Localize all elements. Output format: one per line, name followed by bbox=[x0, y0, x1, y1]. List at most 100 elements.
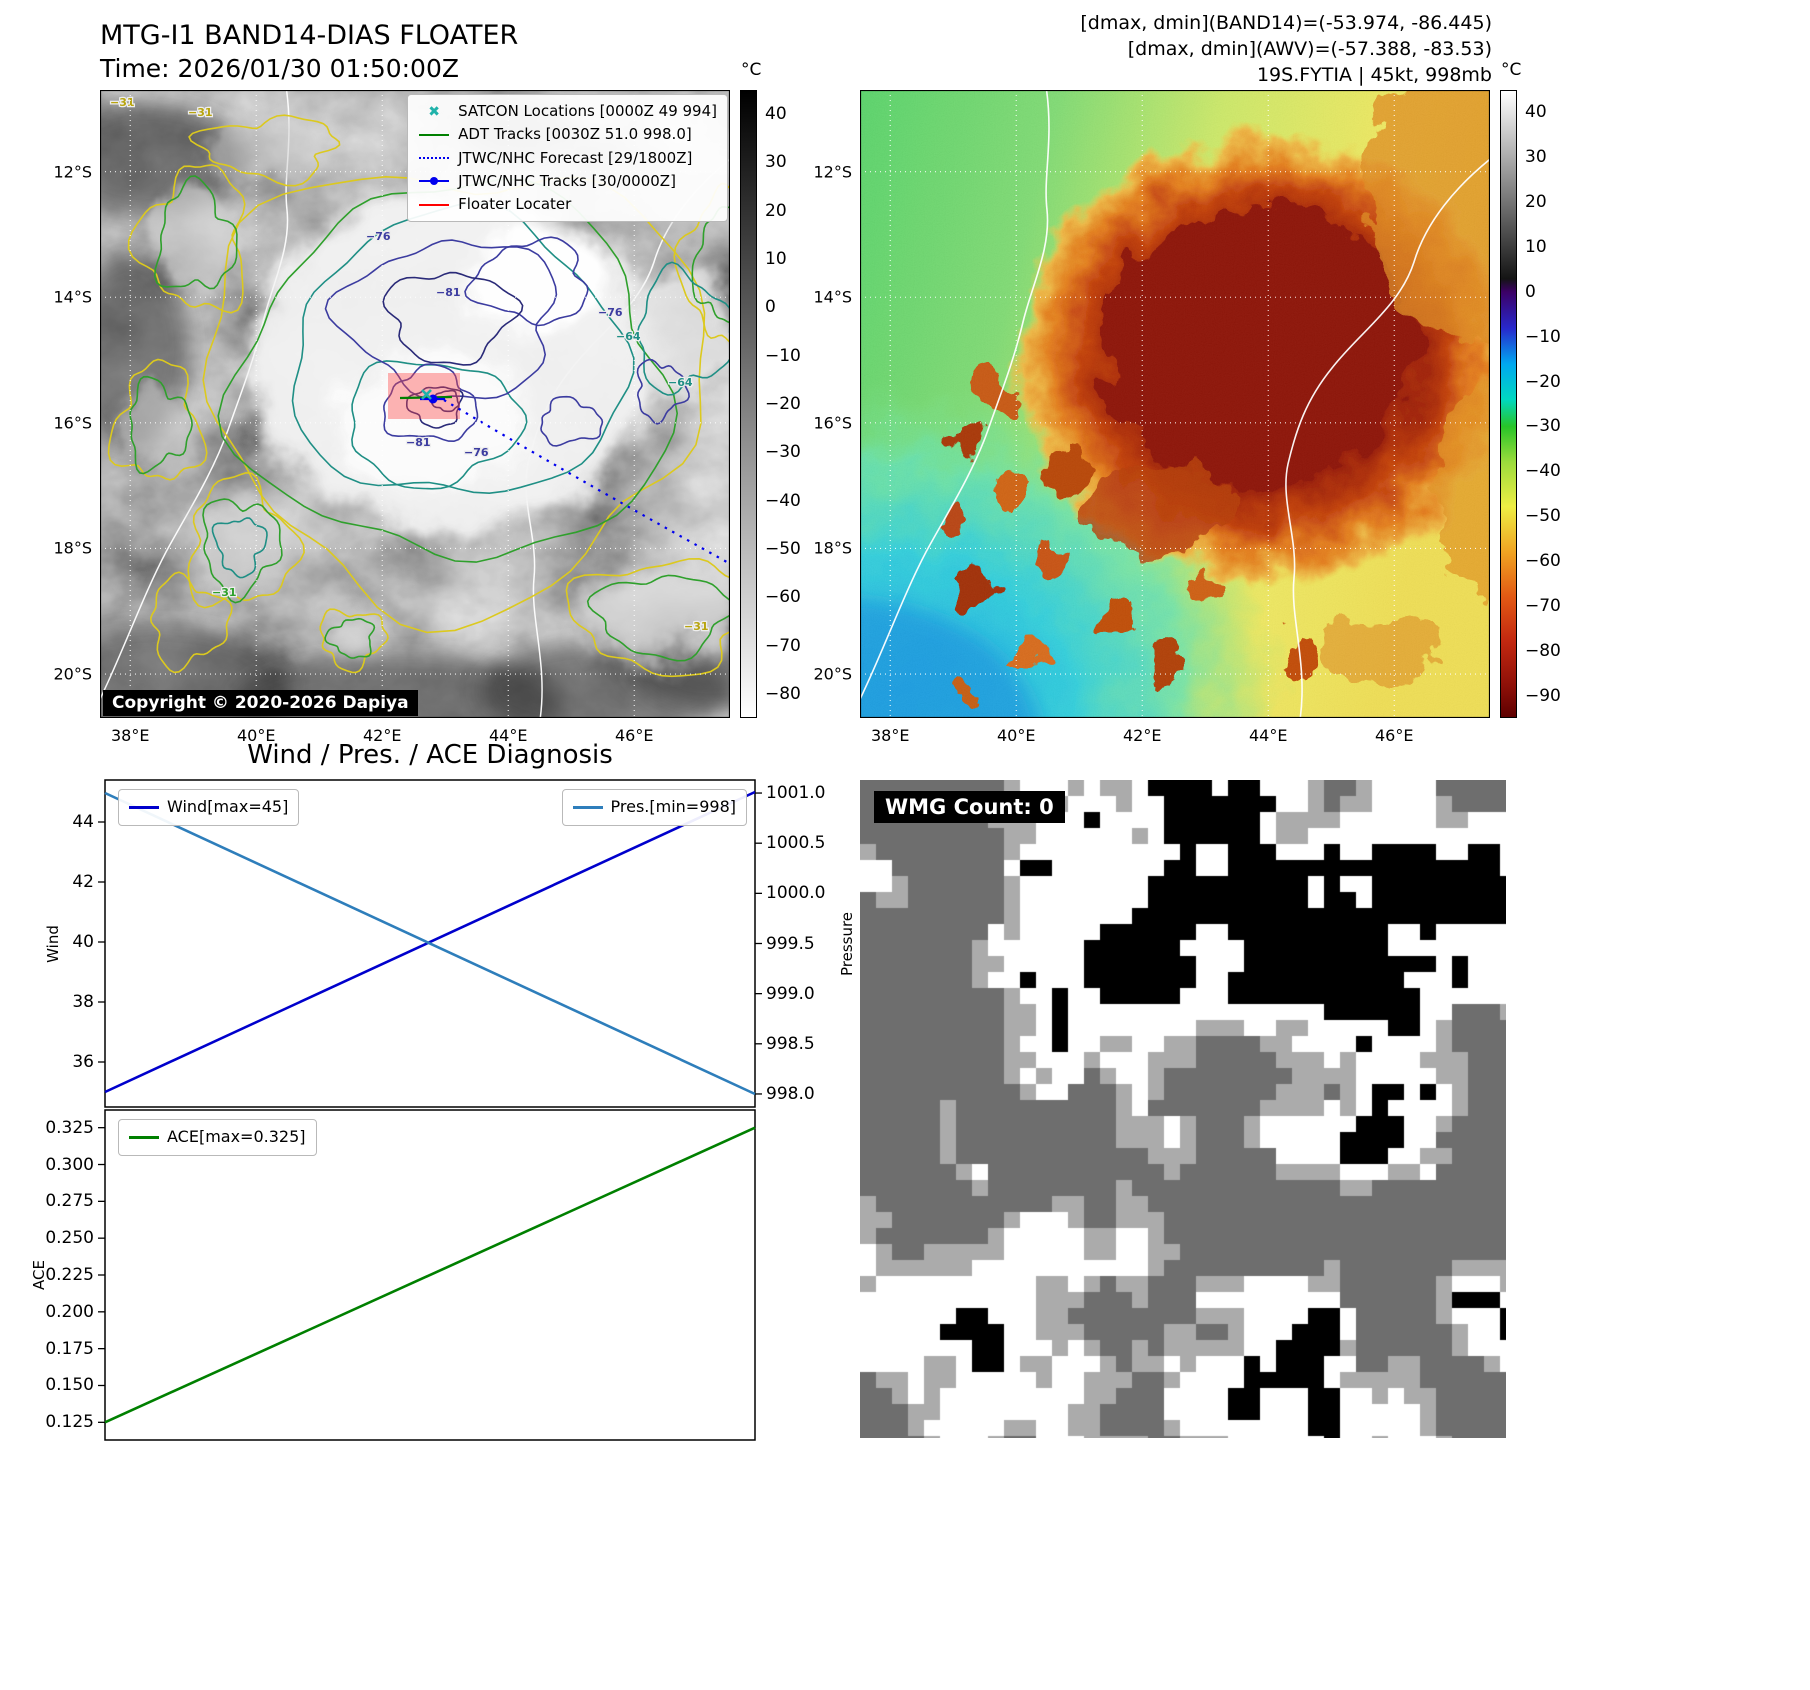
awv-lat-label: 12°S bbox=[813, 162, 852, 182]
pressure-line-swatch bbox=[572, 805, 603, 809]
ace-legend-label: ACE[max=0.325] bbox=[167, 1127, 306, 1146]
legend-dot bbox=[430, 177, 439, 186]
contour-label: −64 bbox=[616, 330, 641, 343]
bt-contour bbox=[673, 182, 730, 344]
awv-lat-label: 16°S bbox=[813, 413, 852, 433]
awv-gridlines bbox=[860, 90, 1490, 718]
wind-legend: Wind[max=45] bbox=[118, 789, 300, 826]
awv-header: [dmax, dmin](BAND14)=(-53.974, -86.445) … bbox=[1080, 10, 1492, 89]
band14-colorbar-tick: −70 bbox=[765, 635, 801, 656]
awv-frame bbox=[860, 90, 1490, 718]
bt-contour bbox=[153, 175, 238, 290]
band14-time: Time: 2026/01/30 01:50:00Z bbox=[100, 54, 459, 83]
contour-label: −31 bbox=[212, 586, 237, 599]
bt-contour bbox=[540, 395, 604, 447]
awv-lon-label: 42°E bbox=[1123, 726, 1162, 745]
bt-contour bbox=[129, 375, 193, 475]
bt-contour bbox=[211, 517, 268, 579]
line-icon bbox=[418, 128, 450, 142]
line-icon bbox=[418, 198, 450, 212]
pressure-legend-row: Pres.[min=998] bbox=[572, 795, 736, 820]
band14-map-legend: ✖ SATCON Locations [0000Z 49 994] ADT Trac… bbox=[407, 94, 728, 223]
awv-colorbar-tick: −40 bbox=[1525, 461, 1561, 482]
bt-contour bbox=[636, 261, 730, 396]
bt-contour bbox=[319, 608, 389, 674]
awv-colorbar-tick: 40 bbox=[1525, 102, 1547, 123]
band14-colorbar-tick: −80 bbox=[765, 683, 801, 704]
band14-lat-label: 16°S bbox=[53, 413, 92, 433]
band14-colorbar-tick: −60 bbox=[765, 587, 801, 608]
bt-contour bbox=[291, 201, 635, 495]
windpres-series-line bbox=[104, 790, 756, 1094]
contour-label: −76 bbox=[366, 230, 391, 243]
band14-lon-label: 44°E bbox=[489, 726, 528, 745]
contour-label: −31 bbox=[110, 96, 135, 109]
awv-colorbar-tick: −30 bbox=[1525, 416, 1561, 437]
dotted-line-icon bbox=[418, 151, 450, 165]
windpres-ytick-right: 1000.0 bbox=[766, 883, 826, 904]
windpres-ytick-right: 998.0 bbox=[766, 1083, 815, 1104]
bt-contour bbox=[406, 386, 464, 429]
bt-contour bbox=[565, 557, 730, 678]
band14-colorbar-tick: 30 bbox=[765, 152, 787, 173]
diagnosis-title: Wind / Pres. / ACE Diagnosis bbox=[247, 740, 613, 770]
legend-line bbox=[419, 203, 450, 206]
ace-series-line bbox=[104, 1126, 756, 1424]
ace-ytick-left: 0.200 bbox=[45, 1301, 94, 1322]
ace-legend: ACE[max=0.325] bbox=[118, 1119, 317, 1156]
cloud-blob bbox=[124, 379, 192, 471]
band14-title: MTG-I1 BAND14-DIAS FLOATER bbox=[100, 20, 519, 51]
awv-satellite-image bbox=[860, 90, 1490, 718]
map-legend-item: JTWC/NHC Forecast [29/1800Z] bbox=[418, 147, 717, 170]
awv-colorbar-tick: −90 bbox=[1525, 685, 1561, 706]
map-legend-label: SATCON Locations [0000Z 49 994] bbox=[458, 102, 717, 120]
bt-contour bbox=[351, 360, 528, 490]
bt-contour bbox=[464, 236, 589, 327]
ace-ytick-left: 0.125 bbox=[45, 1412, 94, 1433]
windpres-ytick-left: 40 bbox=[72, 932, 94, 952]
awv-colorbar bbox=[1500, 90, 1517, 718]
map-legend-item: ✖ SATCON Locations [0000Z 49 994] bbox=[418, 100, 717, 123]
contour-label: −64 bbox=[668, 376, 693, 389]
band14-lat-label: 12°S bbox=[53, 162, 92, 182]
bt-contour bbox=[202, 498, 283, 604]
bt-contour bbox=[636, 358, 690, 425]
awv-colorbar-tick: −20 bbox=[1525, 371, 1561, 392]
copyright-label: Copyright © 2020-2026 Dapiya bbox=[103, 690, 418, 716]
wind-line-swatch bbox=[129, 805, 159, 809]
cloud-blob bbox=[206, 120, 334, 180]
windpres-ytick-left: 44 bbox=[72, 812, 94, 832]
contour-label: −76 bbox=[598, 306, 623, 319]
wmg-count-label: WMG Count: 0 bbox=[874, 791, 1065, 823]
wmg-image bbox=[860, 780, 1506, 1438]
coastline bbox=[100, 90, 290, 702]
ace-ytick-left: 0.225 bbox=[45, 1265, 94, 1285]
coastline bbox=[860, 90, 1050, 702]
cloud-blob bbox=[460, 228, 604, 332]
windpres-ytick-right: 1000.5 bbox=[766, 833, 826, 854]
band14-frame bbox=[100, 90, 730, 718]
windpres-ytick-right: 999.0 bbox=[766, 983, 815, 1004]
band14-lat-label: 18°S bbox=[53, 538, 92, 558]
band14-lon-label: 46°E bbox=[615, 726, 654, 745]
band14-colorbar-tick: 20 bbox=[765, 200, 787, 221]
cloud-blob bbox=[153, 184, 237, 296]
band14-colorbar-tick: 0 bbox=[765, 297, 776, 318]
awv-colorbar-tick: −80 bbox=[1525, 640, 1561, 661]
bt-contour bbox=[107, 358, 208, 481]
awv-lat-label: 18°S bbox=[813, 538, 852, 558]
awv-lon-label: 46°E bbox=[1375, 726, 1414, 745]
bt-contour bbox=[187, 471, 305, 609]
awv-colorbar-tick: 10 bbox=[1525, 237, 1547, 257]
band14-lat-label: 14°S bbox=[53, 287, 92, 307]
windpres-ytick-right: 1001.0 bbox=[766, 783, 826, 804]
windpres-ytick-right: 999.5 bbox=[766, 933, 815, 954]
awv-lon-label: 38°E bbox=[871, 726, 910, 745]
contour-label: −81 bbox=[436, 286, 461, 299]
dmax-dmin-awv: [dmax, dmin](AWV)=(-57.388, -83.53) bbox=[1127, 38, 1492, 61]
windpres-series-line bbox=[104, 791, 756, 1096]
contour-label: −81 bbox=[406, 436, 431, 449]
awv-lon-label: 44°E bbox=[1249, 726, 1288, 745]
legend-line bbox=[419, 133, 450, 136]
satcon-marker bbox=[421, 389, 432, 400]
